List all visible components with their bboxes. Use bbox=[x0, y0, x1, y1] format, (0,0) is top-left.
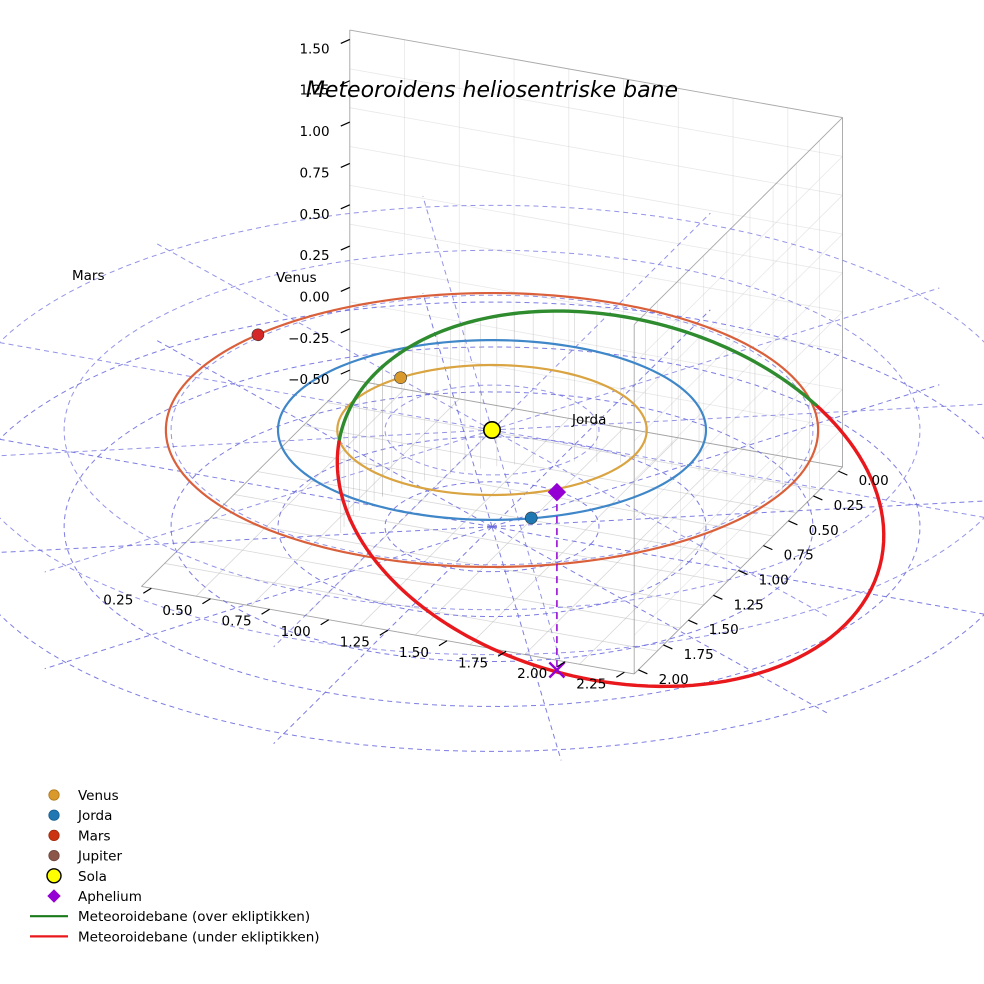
y-tick-1: 0.25 bbox=[834, 498, 864, 514]
aphelion-projection-marker bbox=[548, 661, 566, 679]
planet-orbits bbox=[164, 291, 820, 569]
tick-mark bbox=[340, 162, 351, 168]
x-tick-2: 0.75 bbox=[222, 613, 252, 629]
y-tick-6: 1.50 bbox=[709, 622, 739, 638]
y-tick-5: 1.25 bbox=[734, 597, 764, 613]
tick-mark bbox=[497, 650, 507, 657]
legend-swatch-circle bbox=[48, 809, 60, 821]
tick-mark bbox=[738, 569, 748, 576]
tick-mark bbox=[616, 671, 625, 678]
tick-mark bbox=[438, 640, 448, 647]
y-tick-4: 1.00 bbox=[759, 572, 789, 588]
body-annotations: Mars Venus Jorda bbox=[72, 268, 606, 428]
y-tick-3: 0.75 bbox=[784, 548, 814, 564]
tick-mark bbox=[340, 121, 351, 127]
legend-label-7: Meteoroidebane (under ekliptikken) bbox=[78, 929, 320, 945]
tick-mark bbox=[556, 661, 566, 668]
z-tick-7: −0.25 bbox=[288, 331, 329, 347]
legend-swatch-circle bbox=[48, 849, 60, 862]
tick-mark bbox=[763, 545, 773, 551]
y-tick-8: 2.00 bbox=[659, 672, 689, 688]
x-tick-4: 1.25 bbox=[340, 634, 370, 650]
label-mars: Mars bbox=[72, 268, 105, 284]
legend-label-0: Venus bbox=[78, 788, 119, 804]
tick-mark bbox=[202, 598, 211, 605]
x-tick-0: 0.25 bbox=[103, 592, 133, 608]
legend-swatch-circle bbox=[48, 789, 60, 801]
planet-marker-mars bbox=[251, 328, 265, 342]
tick-mark bbox=[713, 594, 723, 600]
legend-label-2: Mars bbox=[78, 828, 111, 844]
tick-mark bbox=[320, 619, 330, 626]
orbit-droplines bbox=[340, 311, 810, 533]
legend-label-5: Aphelium bbox=[78, 889, 142, 905]
tick-mark bbox=[340, 38, 351, 44]
tick-mark bbox=[638, 669, 648, 675]
z-tick-0: 1.50 bbox=[299, 41, 329, 57]
x-tick-6: 1.75 bbox=[458, 655, 488, 671]
z-tick-4: 0.50 bbox=[299, 207, 329, 223]
tick-mark bbox=[261, 608, 270, 615]
axis-tick-labels: 0.25 0.50 0.75 1.00 1.25 1.50 1.75 2.00 2.25 0.00… bbox=[103, 41, 888, 692]
legend-swatch-diamond bbox=[47, 889, 61, 903]
label-jorda: Jorda bbox=[571, 412, 606, 428]
meteoroid-track bbox=[335, 309, 886, 689]
legend-label-1: Jorda bbox=[77, 808, 112, 824]
tick-mark bbox=[788, 520, 798, 526]
tick-mark bbox=[340, 204, 351, 210]
planet-marker-jorda bbox=[524, 511, 538, 525]
y-tick-7: 1.75 bbox=[684, 647, 714, 663]
tick-mark bbox=[340, 245, 351, 251]
tick-mark bbox=[340, 369, 351, 375]
legend-label-6: Meteoroidebane (over ekliptikken) bbox=[78, 909, 310, 925]
tick-mark bbox=[379, 629, 389, 636]
z-tick-6: 0.00 bbox=[299, 289, 329, 305]
sun-marker bbox=[482, 420, 501, 439]
page-title: Meteoroidens heliosentriske bane bbox=[306, 78, 678, 103]
axis-ticks bbox=[142, 38, 848, 678]
y-tick-0: 0.00 bbox=[859, 473, 889, 489]
legend-label-4: Sola bbox=[78, 869, 107, 885]
tick-mark bbox=[142, 587, 152, 594]
z-tick-8: −0.50 bbox=[288, 372, 329, 388]
planet-marker-venus bbox=[394, 371, 407, 384]
tick-mark bbox=[838, 470, 848, 476]
z-tick-5: 0.25 bbox=[299, 248, 329, 264]
legend-swatch-circle bbox=[46, 868, 62, 884]
tick-mark bbox=[340, 286, 351, 292]
tick-mark bbox=[340, 328, 351, 334]
label-venus: Venus bbox=[276, 270, 317, 286]
tick-mark bbox=[663, 644, 673, 650]
polar-reference-grid bbox=[0, 196, 984, 761]
tick-mark bbox=[688, 619, 698, 625]
z-tick-2: 1.00 bbox=[299, 124, 329, 140]
tick-mark bbox=[340, 80, 351, 86]
x-tick-5: 1.50 bbox=[399, 645, 429, 661]
aphelion-marker bbox=[547, 482, 567, 502]
x-tick-8: 2.25 bbox=[576, 676, 606, 692]
x-tick-1: 0.50 bbox=[162, 603, 192, 619]
z-tick-3: 0.75 bbox=[299, 165, 329, 181]
legend: Venus Jorda Mars Jupiter Sola Aphelium Meteoro… bbox=[30, 788, 320, 945]
body-markers bbox=[251, 328, 567, 679]
legend-swatch-circle bbox=[48, 829, 60, 842]
tick-mark bbox=[813, 495, 823, 501]
x-tick-7: 2.00 bbox=[517, 666, 547, 682]
y-tick-2: 0.50 bbox=[809, 523, 839, 539]
legend-label-3: Jupiter bbox=[77, 849, 122, 865]
z-tick-1: 1.25 bbox=[299, 83, 329, 99]
x-tick-3: 1.00 bbox=[281, 624, 311, 640]
